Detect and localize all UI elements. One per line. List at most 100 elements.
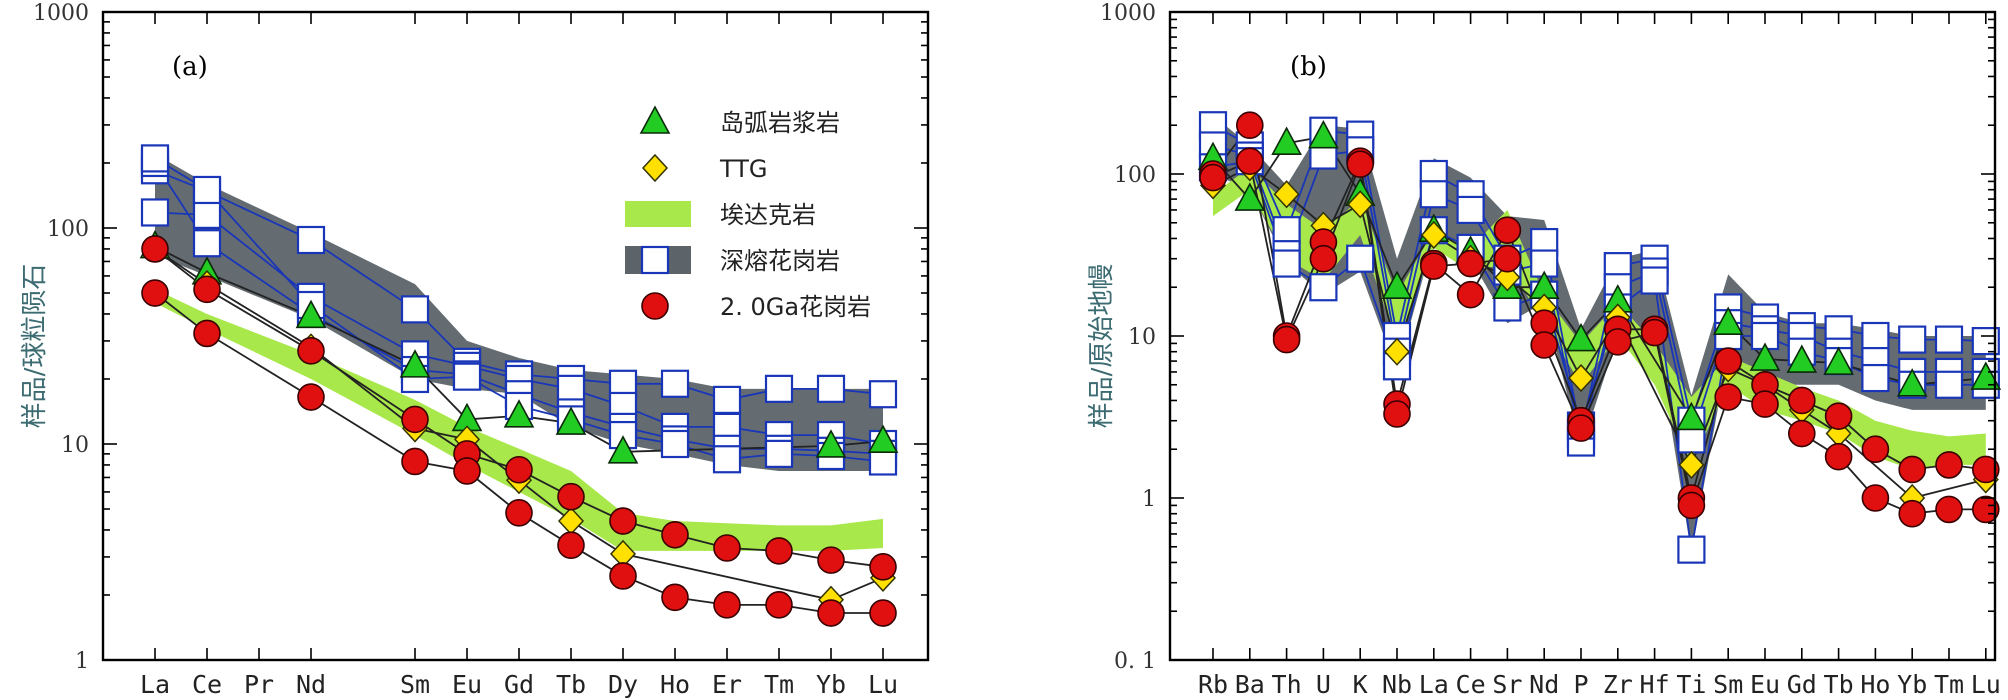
point-diamond-Th: [1273, 180, 1300, 209]
point-square-U: [1309, 273, 1338, 302]
y-tick-label: 1000: [33, 1, 89, 26]
y-axis-label: 样品/球粒陨石: [20, 264, 50, 429]
point-square-Ho: [1861, 363, 1890, 393]
point-square-Nd: [296, 225, 326, 255]
point-circle-Ho: [1861, 484, 1890, 512]
point-square-Ce: [192, 200, 222, 229]
x-tick-label-U: U: [1316, 670, 1331, 699]
point-circle-K: [1346, 150, 1374, 178]
legend-marker-square: [640, 245, 670, 275]
point-square-Th: [1272, 216, 1301, 245]
point-circle-La: [141, 279, 169, 307]
legend-marker-circle: [641, 292, 669, 320]
point-circle-P: [1567, 414, 1595, 442]
point-triangle-Lu: [867, 424, 899, 454]
chart-panel-b: 1000 100 10 1 0. 1 Rb Ba Th U K Nb La Ce Sr Nd P Zr Hf Ti S…: [1087, 1, 2002, 699]
x-tick-label-Ho: Ho: [660, 670, 690, 699]
point-circle-Yb: [817, 599, 845, 627]
point-circle-Tm: [765, 591, 793, 619]
legend-label-anatectic: 深熔花岗岩: [720, 247, 840, 275]
point-circle-Ho: [661, 583, 689, 612]
point-square-Tb: [556, 374, 586, 403]
series-line-square-2: [1212, 160, 1986, 550]
point-circle-Eu: [453, 457, 481, 485]
point-square-Sm: [400, 295, 430, 324]
x-tick-label-Ba: Ba: [1235, 670, 1265, 699]
point-circle-Gd: [505, 499, 533, 527]
point-circle-Ba: [1236, 147, 1264, 175]
point-diamond-La: [1420, 220, 1447, 250]
point-circle-Lu: [869, 599, 897, 627]
panel-label: (a): [172, 52, 208, 82]
point-square-Lu: [868, 380, 898, 409]
point-triangle-Yb: [815, 429, 847, 458]
point-square-Th: [1272, 249, 1301, 278]
point-circle-Sm: [401, 447, 429, 476]
series-line-circle-5: [1212, 123, 1986, 499]
chart-panel-a: 1000 100 10 1 La Ce Pr Nd Sm Eu Gd Tb Dy Ho Er Tm Yb Lu 样品…: [20, 1, 930, 699]
point-triangle-Ti: [1676, 401, 1707, 431]
point-square-Ce: [1456, 195, 1485, 225]
point-square-Ti: [1677, 535, 1706, 564]
point-circle-Sr: [1493, 216, 1522, 244]
x-tick-label-Ho: Ho: [1860, 670, 1890, 699]
x-tick-label-Tm: Tm: [764, 670, 794, 699]
x-tick-label-Eu: Eu: [452, 670, 482, 699]
point-circle-Ce: [193, 275, 221, 304]
point-square-Ho: [1861, 321, 1890, 351]
point-circle-Sm: [1714, 347, 1742, 375]
point-circle-Lu: [869, 553, 897, 581]
point-circle-Gd: [1788, 386, 1816, 415]
legend-swatch-adakite: [625, 201, 691, 227]
point-circle-Sr: [1493, 244, 1522, 273]
point-circle-Ce: [1456, 249, 1485, 278]
point-square-Ce: [192, 229, 222, 258]
x-tick-label-K: K: [1353, 670, 1368, 699]
point-triangle-Lu: [1970, 361, 2002, 390]
x-tick-label-Nd: Nd: [1529, 670, 1559, 699]
x-tick-label-Th: Th: [1272, 670, 1302, 699]
point-square-La: [1419, 180, 1448, 209]
point-square-Er: [712, 445, 742, 474]
x-tick-label-Dy: Dy: [608, 670, 638, 699]
x-tick-label-Hf: Hf: [1640, 670, 1670, 699]
point-circle-Gd: [1788, 419, 1816, 448]
series-line-diamond-5: [154, 248, 884, 601]
point-circle-Dy: [609, 507, 637, 535]
point-triangle-Dy: [607, 435, 639, 464]
point-circle-La: [141, 235, 169, 263]
point-circle-Tm: [1935, 495, 1963, 524]
x-tick-label-Gd: Gd: [504, 670, 534, 699]
point-circle-Nb: [1383, 400, 1411, 428]
y-tick-label: 10: [61, 433, 89, 458]
point-circle-Tb: [557, 531, 585, 560]
point-square-K: [1346, 244, 1375, 273]
point-square-Ho: [660, 429, 690, 459]
y-tick-label: 1: [1142, 487, 1156, 512]
x-tick-label-Ti: Ti: [1676, 670, 1706, 699]
point-circle-Sm: [401, 405, 429, 434]
x-tick-label-Sm: Sm: [1713, 670, 1743, 699]
point-square-La: [140, 144, 170, 173]
y-tick-label: 100: [1114, 163, 1156, 188]
x-tick-label-Yb: Yb: [816, 670, 846, 699]
point-diamond-K: [1347, 190, 1374, 219]
x-tick-label-Er: Er: [712, 670, 742, 699]
x-tick-label-Eu: Eu: [1750, 670, 1780, 699]
point-triangle-Tb: [555, 406, 587, 435]
point-circle-Sm: [1714, 383, 1742, 411]
x-tick-label-Ce: Ce: [1456, 670, 1486, 699]
point-triangle-Yb: [1896, 368, 1928, 397]
y-tick-label: 0. 1: [1114, 649, 1156, 674]
y-tick-label: 10: [1128, 325, 1156, 350]
point-square-Eu: [452, 362, 482, 391]
point-circle-Yb: [1898, 455, 1926, 484]
point-circle-Tm: [765, 537, 793, 565]
point-circle-Hf: [1640, 318, 1669, 347]
point-square-Ti: [1677, 425, 1706, 454]
point-circle-Ce: [1456, 280, 1485, 309]
x-tick-label-La: La: [1419, 670, 1449, 699]
point-triangle-P: [1565, 322, 1597, 352]
